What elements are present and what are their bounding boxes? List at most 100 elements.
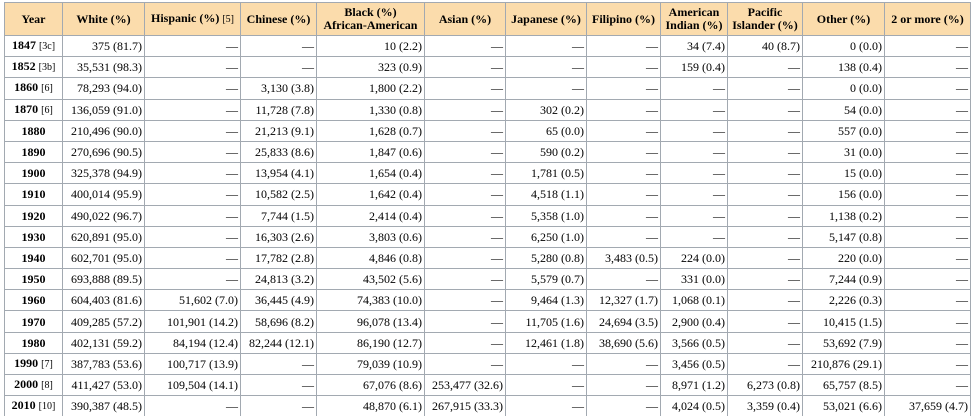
data-cell: 323 (0.9) [316, 56, 425, 79]
year-note: [3c] [38, 41, 56, 53]
data-cell: — [660, 77, 728, 100]
data-cell: — [505, 34, 587, 58]
data-cell: — [586, 352, 661, 376]
year: 1900 [21, 166, 46, 181]
data-cell: 1,138 (0.2) [802, 204, 885, 227]
data-cell: — [424, 56, 506, 79]
data-cell: — [884, 77, 971, 100]
year-note: [3b] [38, 62, 56, 74]
data-cell: 36,445 (4.9) [240, 289, 317, 312]
data-cell: 12,461 (1.8) [505, 331, 587, 354]
year: 1852 [11, 59, 36, 74]
data-cell: — [424, 289, 506, 312]
data-cell: — [727, 119, 803, 142]
data-cell: 210,876 (29.1) [802, 352, 885, 376]
year: 1860 [14, 80, 39, 95]
data-cell: 24,813 (3.2) [240, 268, 317, 291]
table-row: 1930 620,891 (95.0) —16,303 (2.6) 3,803 (0.… [4, 225, 971, 248]
year-cell: 1960 [4, 289, 63, 312]
data-cell: — [586, 56, 661, 79]
data-cell: — [586, 140, 661, 164]
data-cell: 1,642 (0.4) [316, 183, 425, 206]
data-cell: — [586, 204, 661, 227]
data-cell: 79,039 (10.9) [316, 352, 425, 376]
data-cell: — [884, 183, 971, 206]
data-cell: — [884, 246, 971, 270]
data-cell: — [505, 352, 587, 376]
year: 2000 [14, 377, 39, 392]
data-cell: 590 (0.2) [505, 140, 587, 164]
data-cell: 10,582 (2.5) [240, 183, 317, 206]
data-cell: 101,901 (14.2) [144, 310, 241, 333]
table-row: 1950 693,888 (89.5) —24,813 (3.2) 43,502 (5… [4, 268, 971, 291]
data-cell: — [144, 395, 241, 416]
data-cell: — [424, 34, 506, 58]
table-row: 1870 [6] 136,059 (91.0) —11,728 (7.8) 1,330… [4, 98, 971, 121]
data-cell: 58,696 (8.2) [240, 310, 317, 333]
table-row: 1970 409,285 (57.2) 101,901 (14.2) 58,696 (… [4, 310, 971, 333]
data-cell: — [727, 225, 803, 248]
data-cell: 96,078 (13.4) [316, 310, 425, 333]
data-cell: — [884, 310, 971, 333]
data-cell: 5,280 (0.8) [505, 246, 587, 270]
data-cell: 224 (0.0) [660, 246, 728, 270]
data-cell: — [586, 225, 661, 248]
header-text: Japanese (%) [511, 11, 581, 26]
data-cell: — [884, 98, 971, 121]
data-cell: 10 (2.2) [316, 34, 425, 58]
year-cell: 1847 [3c] [4, 34, 63, 58]
data-cell: — [424, 268, 506, 291]
data-cell: — [660, 204, 728, 227]
data-cell: 5,358 (1.0) [505, 204, 587, 227]
data-cell: 411,427 (53.0) [62, 373, 145, 397]
data-cell: — [144, 162, 241, 185]
data-cell: 136,059 (91.0) [62, 98, 145, 121]
data-cell: 11,728 (7.8) [240, 98, 317, 121]
header-text: Islander (%) [732, 18, 798, 32]
data-cell: — [424, 140, 506, 164]
year: 1980 [21, 335, 46, 350]
data-cell: — [240, 352, 317, 376]
table-row: 1960 604,403 (81.6) 51,602 (7.0) 36,445 (4.… [4, 289, 971, 312]
data-cell: — [240, 373, 317, 397]
data-cell: 38,690 (5.6) [586, 331, 661, 354]
year-note: [8] [41, 380, 53, 392]
data-cell: 25,833 (8.6) [240, 140, 317, 164]
table-row: 2010 [10] 390,387 (48.5) — —48,870 (6.1) 267… [4, 395, 971, 416]
data-cell: 84,194 (12.4) [144, 331, 241, 354]
data-cell: — [424, 162, 506, 185]
data-cell: 6,250 (1.0) [505, 225, 587, 248]
data-cell: 1,628 (0.7) [316, 119, 425, 142]
data-cell: — [586, 183, 661, 206]
table-row: 1860 [6] 78,293 (94.0) —3,130 (3.8) 1,800 (… [4, 77, 971, 100]
data-cell: — [240, 56, 317, 79]
data-cell: 402,131 (59.2) [62, 331, 145, 354]
data-cell: — [884, 268, 971, 291]
data-cell: 11,705 (1.6) [505, 310, 587, 333]
year-cell: 1910 [4, 183, 63, 206]
data-cell: 53,692 (7.9) [802, 331, 885, 354]
data-cell: 2,226 (0.3) [802, 289, 885, 312]
data-cell: — [424, 204, 506, 227]
data-cell: 4,846 (0.8) [316, 246, 425, 270]
data-cell: — [884, 225, 971, 248]
data-cell: 390,387 (48.5) [62, 395, 145, 416]
data-cell: — [424, 352, 506, 376]
header-text: American [668, 5, 720, 19]
data-cell: — [424, 77, 506, 100]
column-header: White (%) [62, 2, 145, 36]
data-cell: — [586, 34, 661, 58]
data-cell: 82,244 (12.1) [240, 331, 317, 354]
header-text: Indian (%) [665, 18, 723, 32]
header-text: African-American [323, 18, 418, 32]
data-cell: — [505, 373, 587, 397]
data-cell: 620,891 (95.0) [62, 225, 145, 248]
year: 1950 [21, 272, 46, 287]
data-cell: 138 (0.4) [802, 56, 885, 79]
year-cell: 1930 [4, 225, 63, 248]
data-cell: 24,694 (3.5) [586, 310, 661, 333]
data-cell: — [660, 162, 728, 185]
table-row: 1900 325,378 (94.9) —13,954 (4.1) 1,654 (0.… [4, 162, 971, 185]
year-cell: 1940 [4, 246, 63, 270]
